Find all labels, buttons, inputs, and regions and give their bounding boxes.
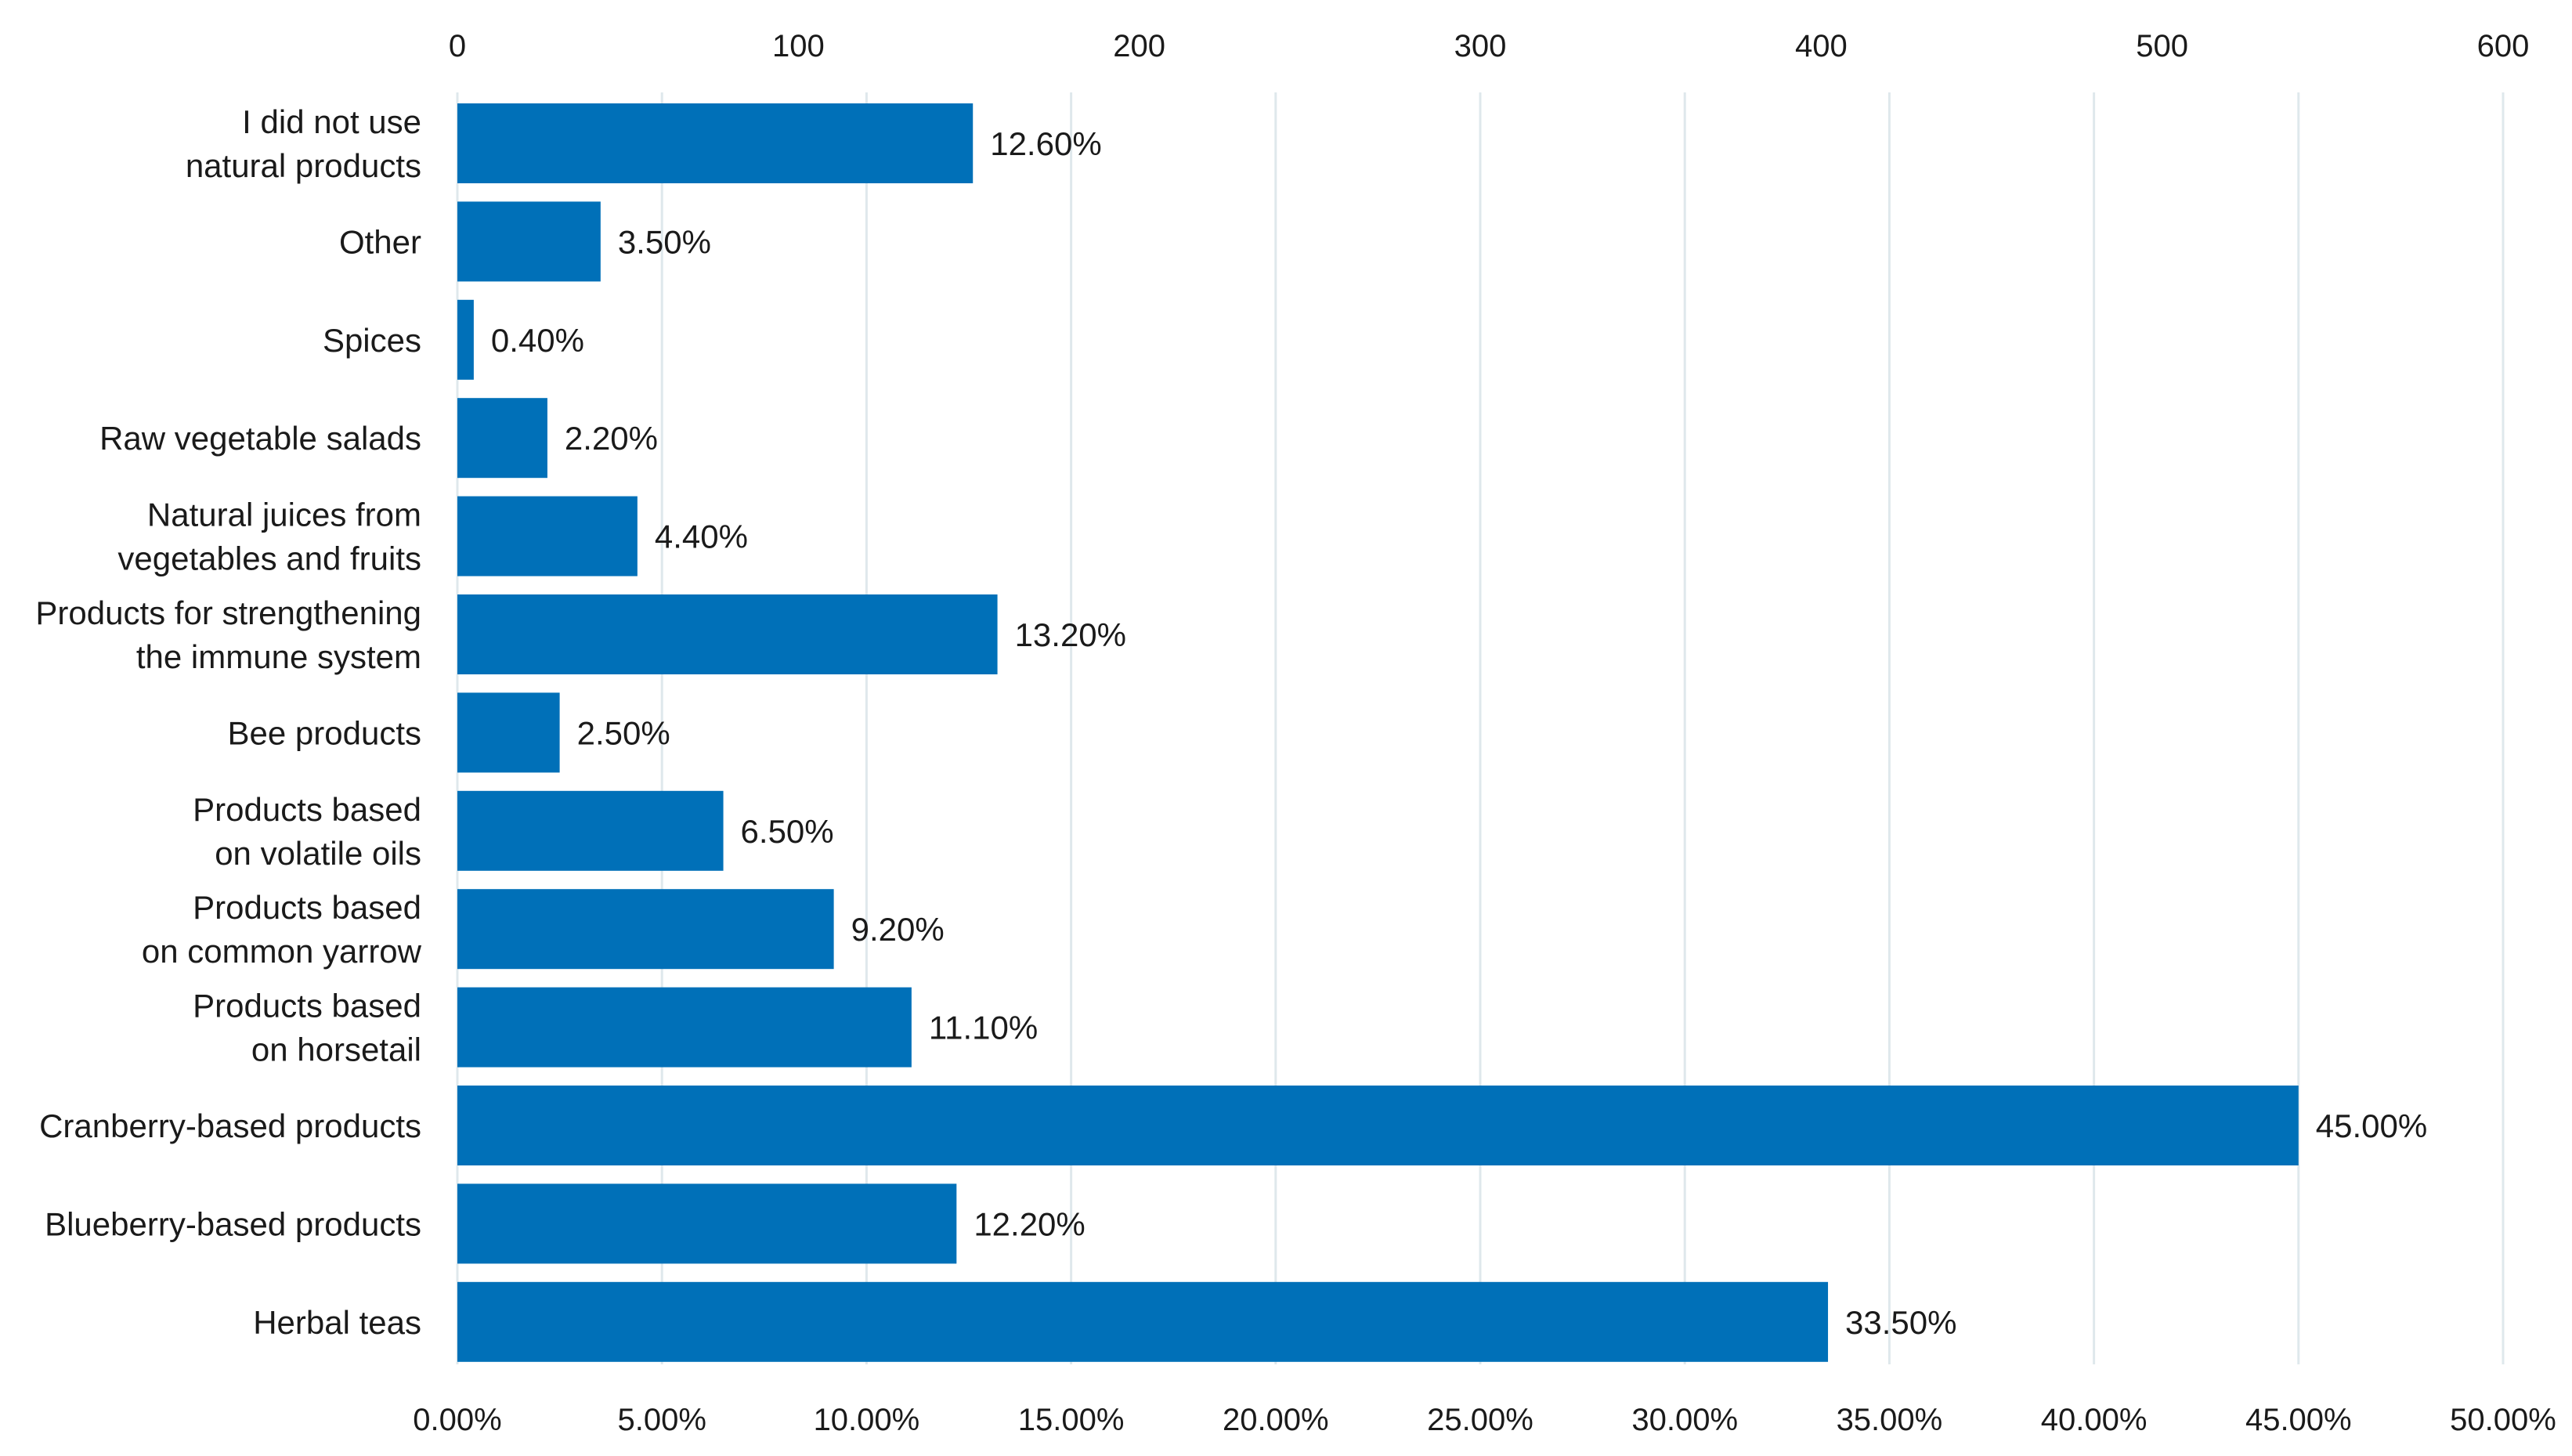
- category-label: Cranberry-based products: [39, 1107, 421, 1144]
- data-label: 12.20%: [974, 1205, 1085, 1242]
- category-label: Herbal teas: [253, 1304, 421, 1341]
- bottom-tick-label: 45.00%: [2245, 1403, 2352, 1437]
- bar: [457, 1281, 1829, 1362]
- bottom-tick-label: 30.00%: [1631, 1403, 1738, 1437]
- bar: [457, 496, 638, 576]
- top-tick-label: 100: [772, 29, 825, 63]
- category-label: Other: [339, 223, 421, 260]
- category-labels: I did not use natural products Other Spices…: [35, 103, 421, 1341]
- bottom-tick-label: 10.00%: [814, 1403, 920, 1437]
- data-label: 0.40%: [491, 322, 584, 359]
- bar: [457, 299, 474, 380]
- bottom-tick-label: 25.00%: [1427, 1403, 1533, 1437]
- bar: [457, 1086, 2299, 1165]
- data-label: 13.20%: [1015, 616, 1126, 653]
- top-tick-label: 600: [2477, 29, 2530, 63]
- category-label: Products based on common yarrow: [142, 889, 422, 970]
- data-label: 33.50%: [1845, 1304, 1956, 1341]
- data-labels: 12.60% 3.50% 0.40% 2.20% 4.40% 13.20% 2.50% 6.5…: [491, 125, 2427, 1341]
- category-label: Blueberry-based products: [45, 1205, 421, 1242]
- bottom-tick-label: 5.00%: [617, 1403, 706, 1437]
- bar: [457, 790, 724, 871]
- bottom-tick-label: 20.00%: [1223, 1403, 1329, 1437]
- bottom-tick-label: 50.00%: [2450, 1403, 2556, 1437]
- category-label: Products based on horsetail: [193, 988, 421, 1068]
- bar: [457, 398, 547, 479]
- category-label: Bee products: [228, 714, 422, 751]
- bar: [457, 594, 998, 674]
- top-tick-label: 0: [449, 29, 466, 63]
- bottom-tick-label: 35.00%: [1837, 1403, 1943, 1437]
- data-label: 12.60%: [990, 125, 1101, 162]
- bar: [457, 987, 912, 1068]
- bottom-tick-label: 15.00%: [1018, 1403, 1125, 1437]
- category-label: Products for strengthening the immune sys…: [35, 594, 421, 675]
- data-label: 6.50%: [741, 813, 834, 850]
- bottom-tick-label: 40.00%: [2041, 1403, 2148, 1437]
- category-label: I did not use natural products: [186, 103, 421, 184]
- top-tick-label: 500: [2136, 29, 2188, 63]
- data-label: 4.40%: [655, 518, 748, 555]
- bottom-axis: 0.00% 5.00% 10.00% 15.00% 20.00% 25.00% 30.00%…: [413, 1403, 2556, 1437]
- data-label: 11.10%: [929, 1010, 1038, 1046]
- data-label: 9.20%: [851, 911, 945, 948]
- bar: [457, 889, 834, 970]
- data-label: 2.20%: [565, 420, 658, 457]
- top-tick-label: 400: [1795, 29, 1848, 63]
- category-label: Natural juices from vegetables and fruits: [117, 497, 421, 577]
- bottom-tick-label: 0.00%: [413, 1403, 501, 1437]
- bar: [457, 1183, 957, 1264]
- category-label: Spices: [323, 322, 421, 359]
- bar: [457, 201, 601, 282]
- data-label: 3.50%: [618, 223, 711, 260]
- top-axis: 0 100 200 300 400 500 600: [449, 29, 2530, 63]
- category-label: Products based on volatile oils: [193, 791, 421, 872]
- gridlines: [456, 92, 2505, 1364]
- category-label: Raw vegetable salads: [99, 420, 421, 457]
- bar: [457, 692, 560, 773]
- bar: [457, 103, 974, 183]
- data-label: 45.00%: [2316, 1107, 2427, 1144]
- data-label: 2.50%: [577, 714, 670, 751]
- top-tick-label: 200: [1113, 29, 1165, 63]
- bars: [457, 103, 2299, 1362]
- top-tick-label: 300: [1454, 29, 1507, 63]
